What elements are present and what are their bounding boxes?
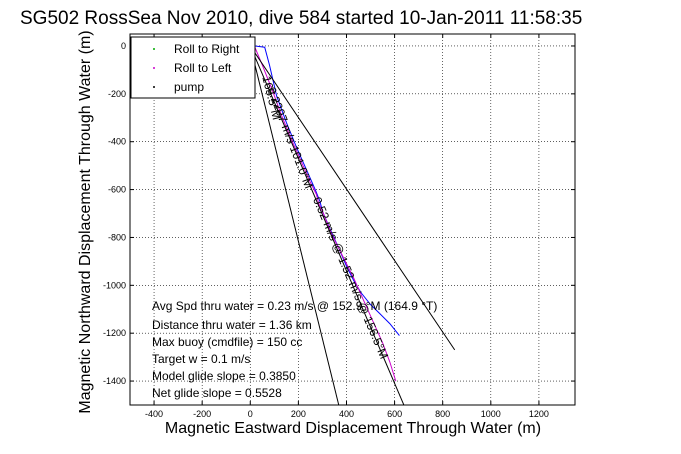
legend-label-pump: pump: [174, 80, 204, 94]
series-heading-line-165-1-m: [249, 45, 405, 405]
legend-marker-roll-left: [153, 67, 155, 69]
y-tick-label: -400: [108, 137, 126, 147]
stat-target-w: Target w = 0.1 m/s: [152, 352, 250, 366]
legend-marker-pump: [153, 86, 155, 88]
stat-distance: Distance thru water = 1.36 km: [152, 318, 312, 332]
series-track: [250, 45, 400, 336]
y-tick-label: -1200: [103, 328, 126, 338]
x-tick-label: 0: [248, 409, 253, 419]
legend-label-roll-right: Roll to Right: [174, 42, 240, 56]
x-tick-label: 200: [291, 409, 306, 419]
legend: Roll to Right Roll to Left pump: [130, 36, 256, 99]
stat-model-glide: Model glide slope = 0.3850: [152, 369, 296, 383]
x-tick-label: 400: [339, 409, 354, 419]
axes-frame: [129, 33, 576, 406]
stat-max-buoy: Max buoy (cmdfile) = 150 cc: [152, 335, 302, 349]
y-tick-label: -1400: [103, 376, 126, 386]
x-tick-label: 800: [435, 409, 450, 419]
tick-group: -400 -200 0 200 400 600 800 1000 1200 0 -200 -400 -6…: [103, 34, 575, 419]
legend-label-roll-left: Roll to Left: [174, 61, 232, 75]
grid: [130, 34, 575, 405]
x-axis-label: Magnetic Eastward Displacement Through W…: [165, 420, 541, 437]
x-tick-label: 600: [387, 409, 402, 419]
y-axis-label: Magnetic Northward Displacement Through …: [77, 30, 94, 413]
stat-net-glide: Net glide slope = 0.5528: [152, 386, 282, 400]
x-tick-label: 1000: [481, 409, 501, 419]
series-heading-line-156-5-m: [249, 45, 340, 405]
x-tick-label: -200: [193, 409, 211, 419]
y-tick-label: -1000: [103, 280, 126, 290]
y-tick-label: 0: [121, 41, 126, 51]
x-tick-label: 1200: [529, 409, 549, 419]
chart-title: SG502 RossSea Nov 2010, dive 584 started…: [20, 8, 582, 29]
legend-box: [130, 36, 256, 99]
y-tick-label: -200: [108, 89, 126, 99]
y-tick-label: -600: [108, 185, 126, 195]
stat-avg-speed: Avg Spd thru water = 0.23 m/s @ 152.9 °M…: [152, 299, 437, 313]
y-tick-label: -800: [108, 232, 126, 242]
x-tick-label: -400: [145, 409, 163, 419]
series-roll-to-left: [253, 44, 397, 382]
series-group: [249, 44, 456, 405]
legend-marker-roll-right: [153, 48, 155, 50]
series-heading-line-152-9-m: [249, 45, 456, 351]
stats-block: Avg Spd thru water = 0.23 m/s @ 152.9 °M…: [152, 299, 437, 400]
